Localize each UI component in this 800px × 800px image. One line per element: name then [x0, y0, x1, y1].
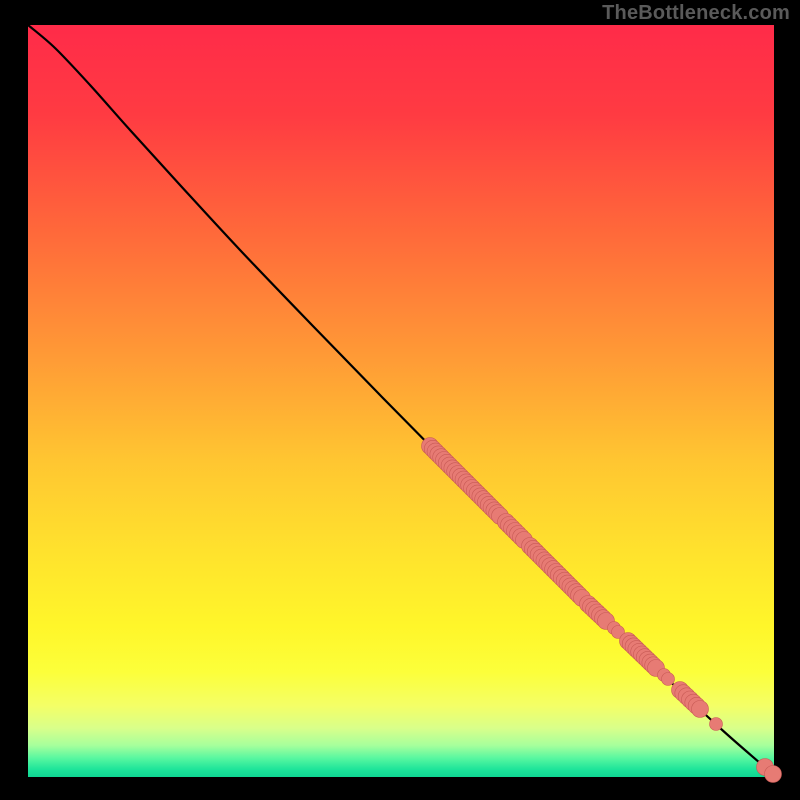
chart-stage: TheBottleneck.com — [0, 0, 800, 800]
watermark-text: TheBottleneck.com — [602, 2, 790, 25]
chart-svg — [0, 0, 800, 800]
data-point — [710, 718, 723, 731]
data-point — [692, 701, 709, 718]
data-point — [765, 766, 782, 783]
data-point — [662, 673, 675, 686]
